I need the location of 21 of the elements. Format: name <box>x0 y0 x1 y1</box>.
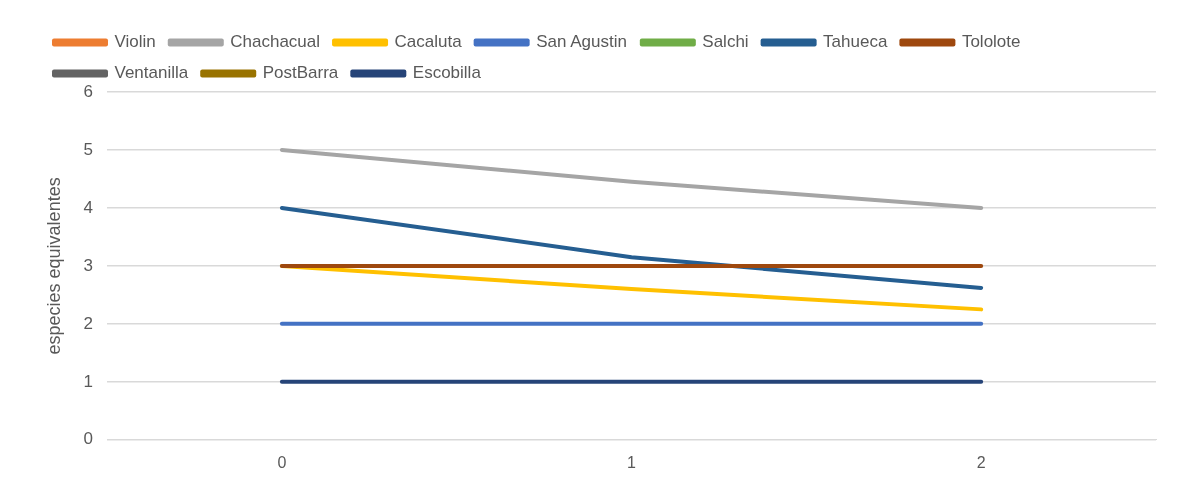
legend-label: San Agustin <box>536 32 627 52</box>
y-tick-label: 2 <box>83 313 94 333</box>
x-tick-label: 0 <box>277 453 287 471</box>
y-tick-label: 0 <box>83 429 94 449</box>
y-axis-title: especies equivalentes <box>43 177 64 355</box>
legend-label: Cacaluta <box>394 32 463 52</box>
legend-label: Salchi <box>702 32 749 52</box>
y-tick-label: 4 <box>83 197 94 217</box>
y-tick-label: 1 <box>83 371 94 391</box>
legend-label: Violin <box>114 32 156 52</box>
y-tick-label: 5 <box>83 139 94 159</box>
y-tick-label: 3 <box>83 255 94 275</box>
legend-label: PostBarra <box>262 63 339 83</box>
x-tick-label: 1 <box>627 453 637 471</box>
legend-label: Chachacual <box>230 32 321 52</box>
legend-label: Tololote <box>961 32 1021 52</box>
x-tick-label: 2 <box>976 453 986 471</box>
legend-label: Tahueca <box>823 32 888 52</box>
legend-label: Escobilla <box>412 63 482 83</box>
legend-label: Ventanilla <box>114 63 189 83</box>
y-tick-label: 6 <box>83 81 94 101</box>
